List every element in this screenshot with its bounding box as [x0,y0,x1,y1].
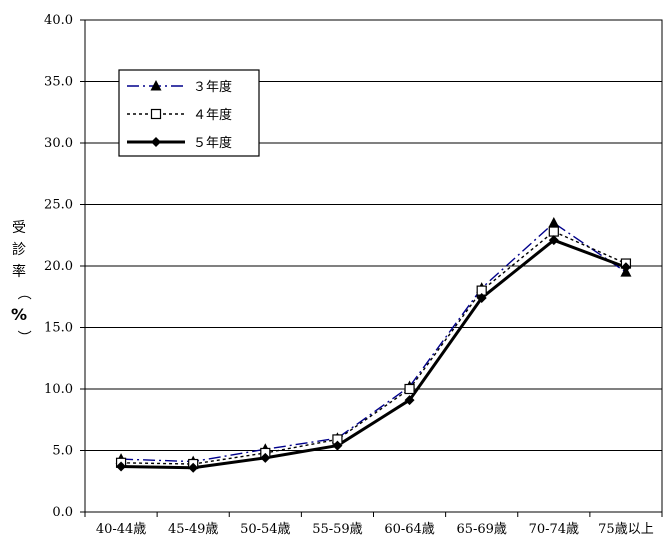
series-1-point [548,216,560,228]
y-axis-label: % [11,305,27,324]
y-tick-label: 35.0 [44,75,73,90]
y-tick-label: 40.0 [44,13,73,28]
x-tick-label: 45-49歳 [168,522,218,537]
x-tick-label: 60-64歳 [384,522,434,537]
legend-marker-3 [151,137,161,147]
x-tick-label: 40-44歳 [96,522,146,537]
series-3-point [404,395,415,406]
legend-label-3: ５年度 [193,135,232,151]
y-axis-label: ） [15,330,31,344]
legend-marker-2 [150,108,162,120]
x-tick-label: 70-74歳 [529,522,579,537]
y-tick-label: 25.0 [44,198,73,213]
series-3-point [548,235,559,246]
series-3-point [188,462,199,473]
y-tick-label: 5.0 [52,444,73,459]
y-tick-label: 0.0 [52,505,73,520]
series-3-point [260,452,271,463]
series-line-2 [121,230,627,465]
y-tick-label: 30.0 [44,136,73,151]
series-3-point [332,440,343,451]
series-2-point [548,226,559,237]
y-axis-label: （ [15,286,31,300]
y-tick-label: 15.0 [44,321,73,336]
y-tick-label: 20.0 [44,259,73,274]
series-line-3 [121,238,627,470]
series-3-point [476,292,487,303]
legend-label-2: ４年度 [193,107,232,123]
x-tick-label: 75歳以上 [598,522,654,537]
series-3-point [116,461,127,472]
x-tick-label: 55-59歳 [312,522,362,537]
y-axis-label: 診 [12,242,26,258]
legend-label-1: ３年度 [193,79,232,95]
series-line-1 [121,222,627,463]
y-axis-label: 率 [12,263,26,280]
series-2-point [404,383,415,395]
y-tick-label: 10.0 [44,382,73,397]
x-tick-label: 65-69歳 [456,522,506,537]
legend-marker-1 [150,80,162,91]
y-axis-label: 受 [12,220,26,236]
series-3-point [620,262,631,273]
x-tick-label: 50-54歳 [240,522,290,537]
